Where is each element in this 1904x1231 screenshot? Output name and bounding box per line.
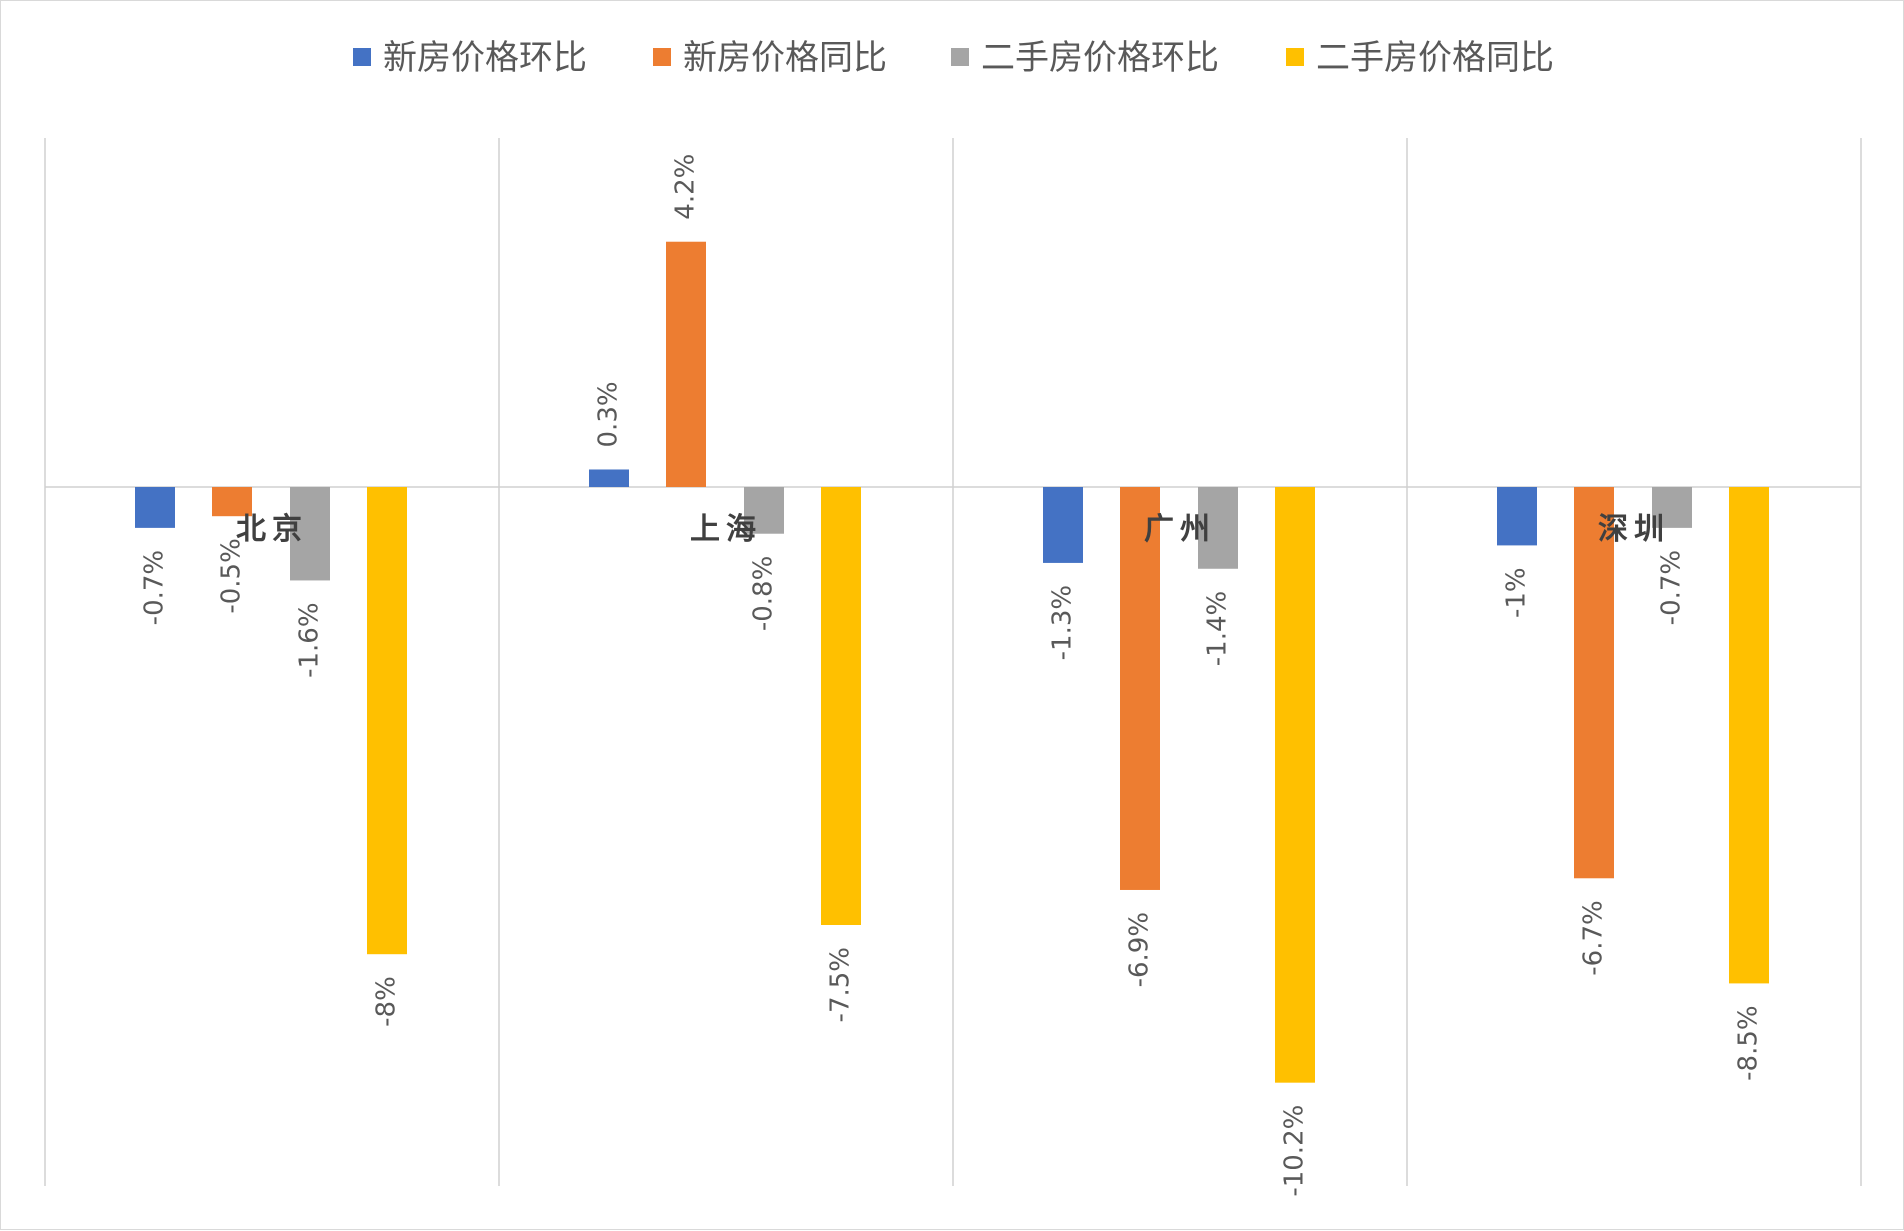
bar-2-4 <box>1574 487 1614 879</box>
data-label-3-1: -1.6% <box>295 602 325 677</box>
data-label-1-2: 0.3% <box>594 381 624 447</box>
data-label-3-2: -0.8% <box>749 556 779 631</box>
bar-marks <box>135 241 1769 1083</box>
bar-3-1 <box>290 487 330 581</box>
data-label-1-1: -0.7% <box>140 550 170 625</box>
data-label-2-3: -6.9% <box>1125 912 1155 987</box>
bar-4-4 <box>1729 487 1769 984</box>
legend-label-1: 新房价格环比 <box>383 38 587 78</box>
bar-1-4 <box>1497 487 1537 546</box>
category-separators <box>44 138 1862 1186</box>
bar-1-1 <box>135 487 175 528</box>
bar-1-2 <box>589 469 629 487</box>
legend-label-3: 二手房价格环比 <box>981 38 1219 78</box>
category-label-2: 上海 <box>690 512 762 547</box>
bar-1-3 <box>1043 487 1083 563</box>
legend-swatch-1 <box>353 48 371 66</box>
bar-4-1 <box>367 487 407 955</box>
data-label-4-1: -8% <box>372 976 402 1027</box>
legend-swatch-4 <box>1286 48 1304 66</box>
legend-label-2: 新房价格同比 <box>683 38 887 78</box>
data-label-4-4: -8.5% <box>1734 1005 1764 1080</box>
data-label-2-1: -0.5% <box>217 538 247 613</box>
legend-swatch-3 <box>951 48 969 66</box>
data-label-3-3: -1.4% <box>1203 591 1233 666</box>
bar-3-3 <box>1198 487 1238 569</box>
bar-4-2 <box>821 487 861 925</box>
legend: 新房价格环比 新房价格同比 二手房价格环比 二手房价格同比 <box>353 38 1554 78</box>
data-label-1-3: -1.3% <box>1048 585 1078 660</box>
legend-label-4: 二手房价格同比 <box>1316 38 1554 78</box>
data-label-4-3: -10.2% <box>1280 1105 1310 1197</box>
bar-2-3 <box>1120 487 1160 890</box>
bar-4-3 <box>1275 487 1315 1083</box>
legend-swatch-2 <box>653 48 671 66</box>
category-label-1: 北京 <box>236 512 308 547</box>
data-labels: -0.7% -0.5% -1.6% -8% 0.3% 4.2% -0.8% -7.5% -1.3… <box>140 154 1764 1197</box>
bar-3-4 <box>1652 487 1692 528</box>
category-labels: 北京 上海 广州 深圳 <box>236 512 1670 547</box>
bar-2-2 <box>666 241 706 487</box>
data-label-2-2: 4.2% <box>671 154 701 220</box>
bar-3-2 <box>744 487 784 534</box>
category-label-3: 广州 <box>1144 512 1216 547</box>
data-label-1-4: -1% <box>1502 567 1532 618</box>
bar-2-1 <box>212 487 252 517</box>
data-label-4-2: -7.5% <box>826 947 856 1022</box>
data-label-3-4: -0.7% <box>1657 550 1687 625</box>
data-label-2-4: -6.7% <box>1579 900 1609 975</box>
category-label-4: 深圳 <box>1598 512 1670 547</box>
